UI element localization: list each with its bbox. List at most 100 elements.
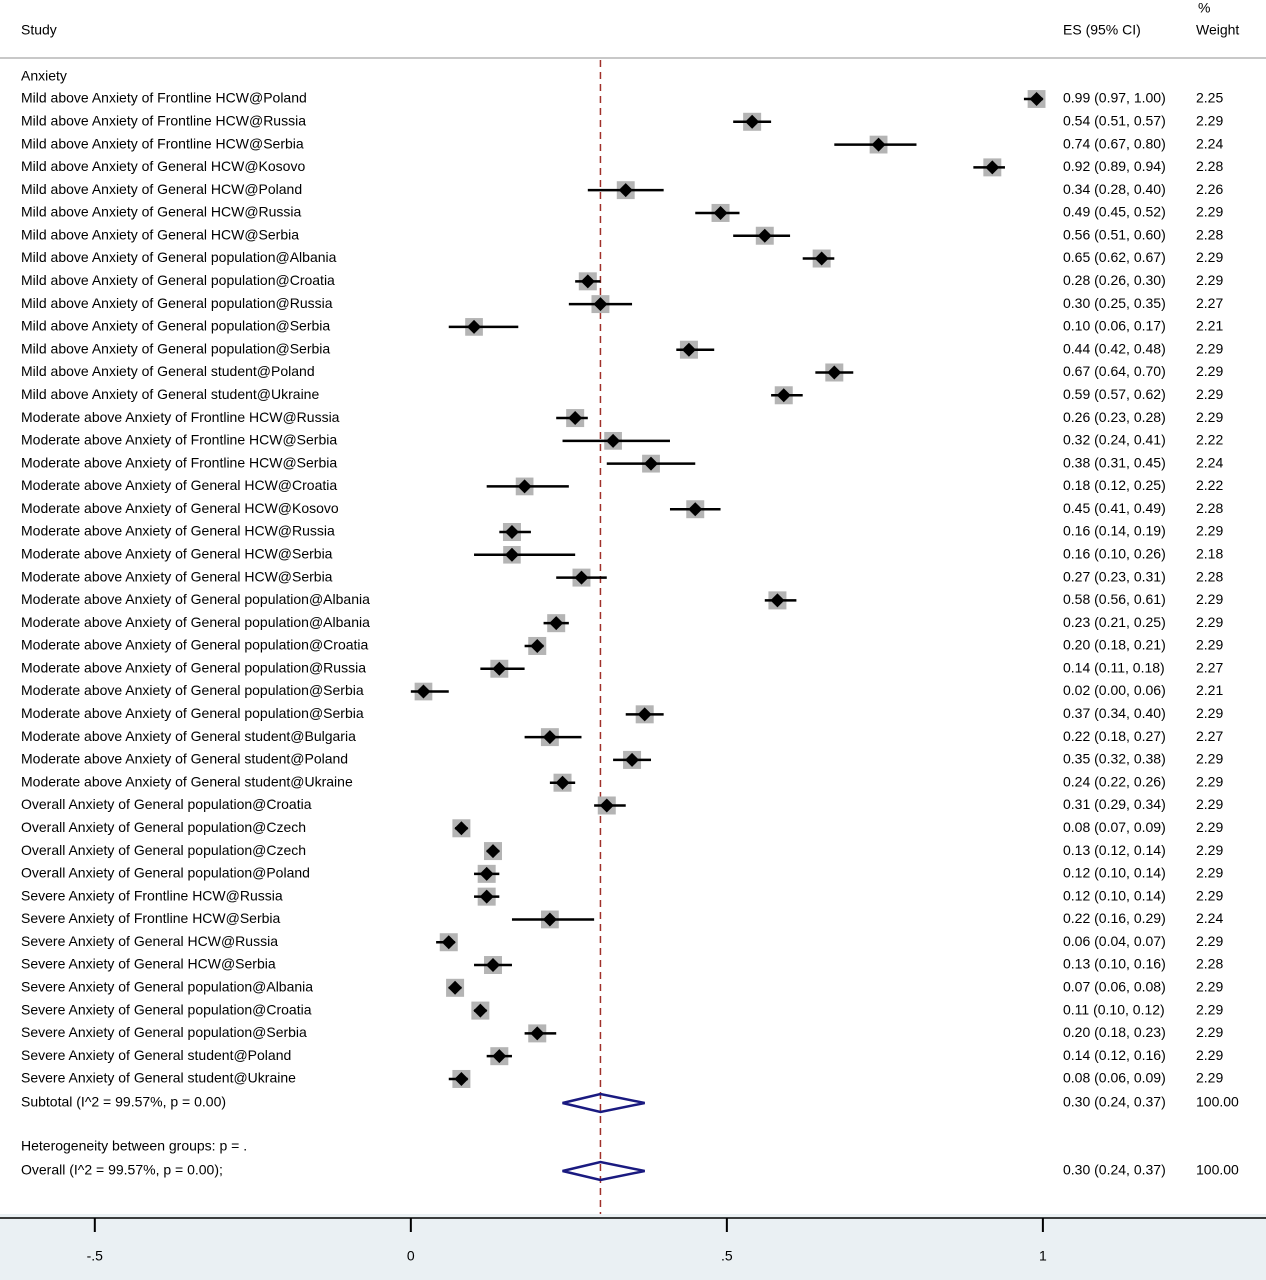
study-label: Moderate above Anxiety of General popula…	[21, 614, 370, 630]
point-estimate	[486, 844, 501, 859]
point-estimate	[713, 205, 728, 220]
overall-weight: 100.00	[1196, 1162, 1239, 1178]
weight-label: 2.29	[1196, 637, 1223, 653]
study-label: Severe Anxiety of General student@Poland	[21, 1047, 291, 1063]
point-estimate	[454, 821, 469, 836]
point-estimate	[568, 411, 583, 426]
es-label: 0.16 (0.14, 0.19)	[1063, 523, 1166, 539]
es-header: ES (95% CI)	[1063, 22, 1141, 38]
study-label: Moderate above Anxiety of General studen…	[21, 728, 356, 744]
study-label: Overall Anxiety of General population@Cr…	[21, 796, 312, 812]
study-label: Moderate above Anxiety of General popula…	[21, 591, 370, 607]
point-estimate	[580, 274, 595, 289]
weight-label: 2.18	[1196, 546, 1223, 562]
point-estimate	[871, 137, 886, 152]
point-estimate	[492, 1049, 507, 1064]
weight-label: 2.24	[1196, 135, 1223, 151]
es-label: 0.56 (0.51, 0.60)	[1063, 226, 1166, 242]
weight-label: 2.29	[1196, 796, 1223, 812]
study-label: Severe Anxiety of General student@Ukrain…	[21, 1070, 296, 1086]
study-label: Moderate above Anxiety of General HCW@Cr…	[21, 477, 337, 493]
point-estimate	[814, 251, 829, 266]
weight-label: 2.29	[1196, 705, 1223, 721]
group-label: Anxiety	[21, 68, 67, 84]
weight-label: 2.29	[1196, 819, 1223, 835]
point-estimate	[688, 502, 703, 517]
es-label: 0.44 (0.42, 0.48)	[1063, 340, 1166, 356]
point-estimate	[530, 1026, 545, 1041]
pooled-diamond	[562, 1160, 645, 1182]
weight-label: 2.22	[1196, 432, 1223, 448]
pooled-diamond	[562, 1092, 645, 1114]
point-estimate	[555, 775, 570, 790]
study-label: Moderate above Anxiety of General HCW@Ru…	[21, 523, 335, 539]
weight-label: 2.29	[1196, 523, 1223, 539]
es-label: 0.35 (0.32, 0.38)	[1063, 751, 1166, 767]
point-estimate	[745, 114, 760, 129]
es-label: 0.92 (0.89, 0.94)	[1063, 158, 1166, 174]
x-tick-label: 1	[1039, 1248, 1047, 1264]
point-estimate	[479, 866, 494, 881]
es-label: 0.34 (0.28, 0.40)	[1063, 181, 1166, 197]
es-label: 0.49 (0.45, 0.52)	[1063, 204, 1166, 220]
weight-label: 2.29	[1196, 112, 1223, 128]
es-label: 0.27 (0.23, 0.31)	[1063, 568, 1166, 584]
study-label: Moderate above Anxiety of General studen…	[21, 773, 353, 789]
subtotal-es: 0.30 (0.24, 0.37)	[1063, 1094, 1166, 1110]
weight-label: 2.24	[1196, 910, 1223, 926]
weight-label: 2.29	[1196, 249, 1223, 265]
es-label: 0.67 (0.64, 0.70)	[1063, 363, 1166, 379]
study-label: Overall Anxiety of General population@Po…	[21, 865, 310, 881]
es-label: 0.20 (0.18, 0.21)	[1063, 637, 1166, 653]
es-label: 0.20 (0.18, 0.23)	[1063, 1024, 1166, 1040]
x-tick-label: -.5	[87, 1248, 104, 1264]
point-estimate	[770, 593, 785, 608]
point-estimate	[827, 365, 842, 380]
es-label: 0.74 (0.67, 0.80)	[1063, 135, 1166, 151]
point-estimate	[467, 319, 482, 334]
es-label: 0.28 (0.26, 0.30)	[1063, 272, 1166, 288]
study-label: Severe Anxiety of General population@Ser…	[21, 1024, 307, 1040]
point-estimate	[599, 798, 614, 813]
study-label: Overall Anxiety of General population@Cz…	[21, 819, 306, 835]
overall-label: Overall (I^2 = 99.57%, p = 0.00);	[21, 1162, 223, 1178]
weight-label: 2.27	[1196, 728, 1223, 744]
weight-label: 2.29	[1196, 842, 1223, 858]
point-estimate	[479, 889, 494, 904]
weight-label: 2.29	[1196, 386, 1223, 402]
point-estimate	[448, 980, 463, 995]
weight-label: 2.29	[1196, 933, 1223, 949]
weight-label: 2.29	[1196, 591, 1223, 607]
es-label: 0.23 (0.21, 0.25)	[1063, 614, 1166, 630]
weight-label: 2.29	[1196, 1024, 1223, 1040]
es-label: 0.12 (0.10, 0.14)	[1063, 887, 1166, 903]
pct-header: %	[1198, 0, 1210, 16]
study-label: Mild above Anxiety of General population…	[21, 295, 333, 311]
weight-label: 2.21	[1196, 318, 1223, 334]
study-label: Moderate above Anxiety of Frontline HCW@…	[21, 409, 340, 425]
study-header: Study	[21, 22, 57, 38]
point-estimate	[486, 958, 501, 973]
study-label: Mild above Anxiety of General HCW@Poland	[21, 181, 302, 197]
weight-label: 2.28	[1196, 500, 1223, 516]
es-label: 0.65 (0.62, 0.67)	[1063, 249, 1166, 265]
es-label: 0.06 (0.04, 0.07)	[1063, 933, 1166, 949]
study-label: Moderate above Anxiety of General popula…	[21, 705, 364, 721]
weight-label: 2.28	[1196, 956, 1223, 972]
es-label: 0.31 (0.29, 0.34)	[1063, 796, 1166, 812]
weight-label: 2.29	[1196, 1001, 1223, 1017]
study-label: Severe Anxiety of General population@Cro…	[21, 1001, 312, 1017]
es-label: 0.13 (0.10, 0.16)	[1063, 956, 1166, 972]
study-label: Severe Anxiety of Frontline HCW@Serbia	[21, 910, 281, 926]
study-label: Moderate above Anxiety of General HCW@Se…	[21, 568, 333, 584]
point-estimate	[757, 228, 772, 243]
weight-label: 2.29	[1196, 773, 1223, 789]
point-estimate	[618, 183, 633, 198]
weight-label: 2.29	[1196, 340, 1223, 356]
heterogeneity: Heterogeneity between groups: p = .	[21, 1138, 247, 1154]
point-estimate	[574, 570, 589, 585]
point-estimate	[776, 388, 791, 403]
es-label: 0.32 (0.24, 0.41)	[1063, 432, 1166, 448]
es-label: 0.54 (0.51, 0.57)	[1063, 112, 1166, 128]
study-label: Overall Anxiety of General population@Cz…	[21, 842, 306, 858]
